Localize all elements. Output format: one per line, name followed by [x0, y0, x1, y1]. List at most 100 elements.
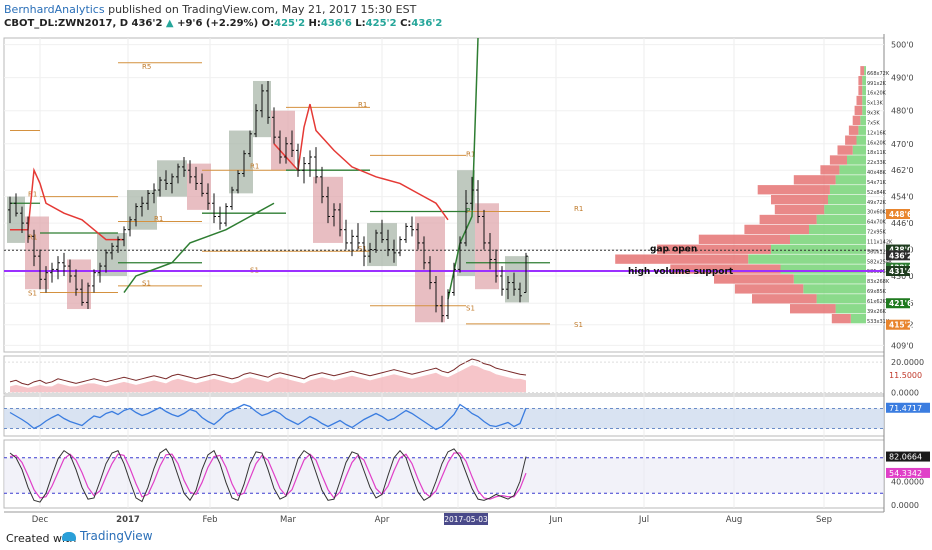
volume-profile-sell-bar	[790, 304, 836, 314]
ohlc-bar	[86, 282, 90, 310]
volume-profile-sell-bar	[848, 125, 859, 135]
symbol-name[interactable]: CBOT_DL:ZWN2017, D	[4, 18, 129, 29]
ohlc-bar	[362, 236, 366, 267]
pivot-label: S1	[466, 304, 475, 312]
volume-profile-buy-bar	[850, 313, 866, 324]
stoch-k-line	[9, 448, 527, 503]
y-tick-label: 454'0	[891, 193, 914, 202]
price-change: +9'6 (+2.29%)	[177, 18, 259, 29]
ohlc-bar	[428, 256, 432, 290]
ohlc-bar	[518, 282, 522, 303]
volume-profile-label: 12x16K	[867, 130, 887, 136]
publish-text: published on TradingView.com, May 21, 20…	[108, 3, 417, 16]
ohlc-bar	[344, 219, 348, 250]
indicator-line	[9, 358, 527, 386]
ohlc-bar	[254, 104, 258, 138]
x-tick-label: Mar	[280, 515, 297, 525]
volume-profile-label: 64x70K	[867, 220, 887, 226]
tradingview-brand: TradingView	[80, 529, 153, 543]
volume-profile-label: 54x71K	[867, 180, 887, 186]
ohlc-bar	[434, 275, 438, 313]
ohlc-bar	[182, 156, 186, 177]
stoch-tick: 40.0000	[891, 477, 924, 486]
volume-profile-label: 560x124K	[867, 249, 893, 255]
ohlc-bar	[422, 236, 426, 270]
volume-profile-label: 72x95K	[867, 230, 887, 236]
range-box	[187, 163, 211, 210]
x-tick-label: Sep	[816, 515, 832, 525]
pivot-label: S1	[28, 290, 37, 298]
ohlc-bar	[80, 279, 84, 306]
x-tick-label: Apr	[375, 515, 390, 525]
volume-profile-label: 52x84K	[867, 190, 887, 196]
ohlc-bar	[380, 219, 384, 243]
volume-profile-label: 7x5K	[867, 120, 880, 126]
price-tag-label: 438'0	[889, 246, 912, 255]
volume-profile-buy-bar	[862, 76, 866, 86]
range-box	[25, 216, 49, 290]
footer: Created with TradingView	[0, 526, 932, 550]
range-box	[7, 196, 25, 243]
volume-profile-buy-bar	[803, 284, 866, 294]
ohlc-bar	[494, 249, 498, 283]
ohlc-bar	[38, 249, 42, 290]
volume-profile-sell-bar	[852, 115, 861, 125]
ohlc-bar	[128, 216, 132, 237]
volume-profile-sell-bar	[759, 214, 817, 225]
ohlc-bar	[488, 233, 492, 270]
pivot-label: R5	[142, 63, 151, 71]
ohlc-bar	[68, 259, 72, 283]
ohlc-bar	[50, 262, 54, 283]
volume-profile-buy-bar	[856, 135, 866, 145]
ohlc-bar	[20, 206, 24, 234]
close-value: 436'2	[411, 18, 443, 29]
volume-profile-buy-bar	[862, 85, 866, 96]
volume-profile-sell-bar	[615, 254, 749, 264]
open-label: O:	[261, 18, 275, 29]
volume-profile-buy-bar	[864, 66, 866, 76]
volume-profile-label: 18x11K	[867, 150, 887, 156]
x-tick-label: Aug	[726, 515, 743, 525]
ohlc-bar	[44, 266, 48, 293]
ohlc-bar	[248, 130, 252, 157]
pivot-label: R1	[154, 215, 163, 223]
low-value: 425'2	[365, 18, 397, 29]
x-tick-label: Jul	[638, 515, 649, 525]
y-tick-label: 500'0	[891, 41, 914, 50]
volume-profile-buy-bar	[828, 195, 866, 205]
ohlc-bar	[512, 272, 516, 296]
author-link[interactable]: BernhardAnalytics	[4, 3, 105, 16]
volume-profile-label: 49x72K	[867, 200, 887, 206]
volume-profile-buy-bar	[771, 244, 866, 254]
up-arrow-icon: ▲	[165, 18, 174, 29]
pivot-label: R1	[250, 162, 259, 170]
volume-profile-sell-bar	[829, 155, 847, 165]
stoch-d-last-label: 54.3342	[889, 469, 922, 478]
volume-profile-buy-bar	[862, 95, 866, 106]
price-tag	[886, 209, 910, 220]
price-tag	[886, 319, 910, 330]
volume-profile-buy-bar	[816, 214, 866, 225]
tradingview-logo[interactable]: TradingView	[62, 529, 153, 543]
volume-profile-sell-bar	[714, 274, 794, 284]
volume-profile-buy-bar	[793, 274, 866, 284]
pivot-label: S1	[574, 321, 583, 329]
price-tag-label: 431'4	[889, 267, 912, 276]
volume-profile-label: 40x48K	[867, 170, 887, 176]
price-tag	[886, 250, 910, 261]
volume-profile-sell-bar	[860, 66, 865, 76]
volume-profile-buy-bar	[790, 234, 866, 244]
volume-profile-sell-bar	[657, 244, 771, 254]
volume-profile-label: 533x31K	[867, 319, 890, 325]
volume-profile-label: 69x85K	[867, 289, 887, 295]
chart-area[interactable]: 500'0 490'0 480'0 470'0 462'0 454'0 446'0 438'0…	[0, 34, 932, 526]
range-box	[67, 259, 91, 310]
ohlc-bar	[386, 229, 390, 257]
y-tick-label: 462'0	[891, 166, 914, 175]
pivot-label: S1	[358, 245, 367, 253]
pivot-label: R1	[466, 151, 475, 159]
ohlc-bar	[368, 242, 372, 263]
last-price: 436'2	[131, 18, 163, 29]
ohlc-bar	[230, 186, 234, 210]
ohlc-bar	[374, 229, 378, 253]
